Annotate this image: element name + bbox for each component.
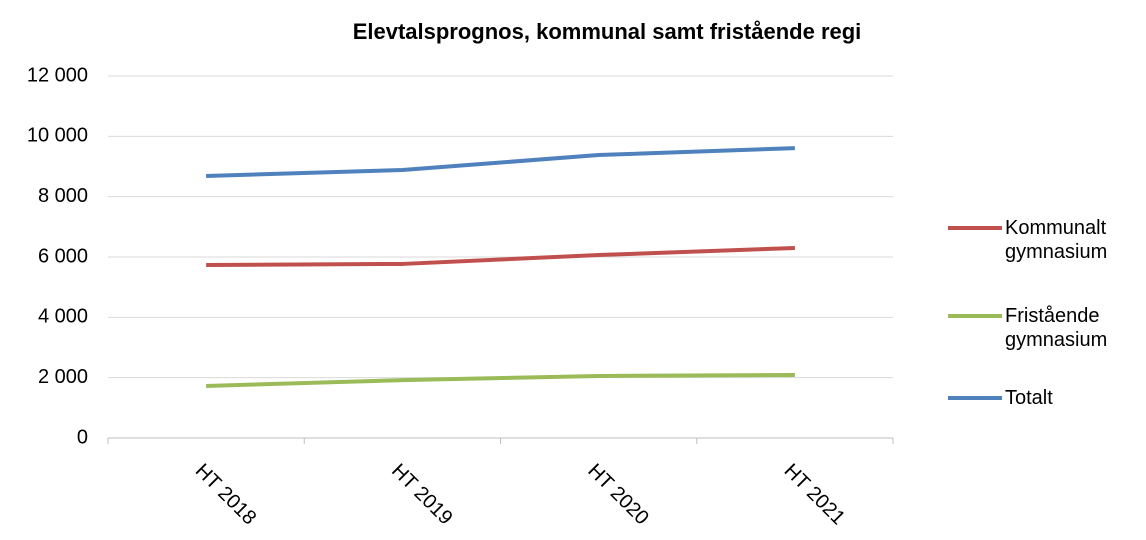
legend-label: Kommunalt gymnasium bbox=[1005, 217, 1108, 263]
y-tick-label: 8 000 bbox=[38, 185, 88, 207]
chart-title: Elevtalsprognos, kommunal samt friståend… bbox=[353, 19, 862, 44]
x-tick-label: HT 2018 bbox=[191, 460, 261, 530]
y-tick-label: 12 000 bbox=[27, 64, 88, 86]
legend-label: Fristående gymnasium bbox=[1005, 305, 1108, 351]
legend-label: Totalt bbox=[1005, 387, 1053, 409]
line-series bbox=[206, 245, 795, 267]
line-series bbox=[206, 146, 795, 179]
y-tick-label: 4 000 bbox=[38, 306, 88, 328]
x-tick-label: HT 2021 bbox=[780, 460, 850, 530]
x-tick-label: HT 2019 bbox=[387, 460, 457, 530]
y-tick-label: 0 bbox=[77, 426, 88, 448]
y-tick-label: 6 000 bbox=[38, 245, 88, 267]
x-tick-label: HT 2020 bbox=[583, 460, 653, 530]
y-tick-label: 10 000 bbox=[27, 125, 88, 147]
line-series bbox=[206, 372, 795, 388]
y-tick-label: 2 000 bbox=[38, 366, 88, 388]
